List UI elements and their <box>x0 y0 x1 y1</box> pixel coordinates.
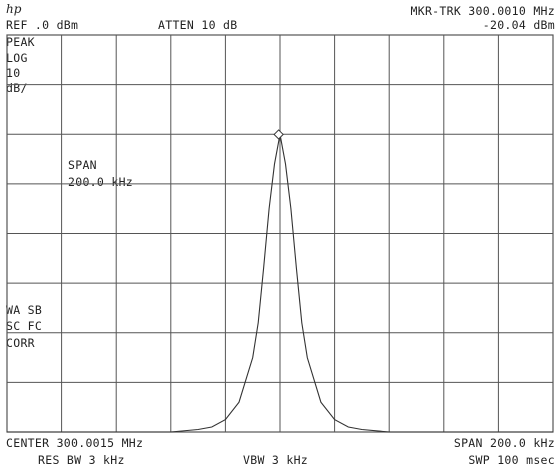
status-corr: CORR <box>6 336 35 350</box>
attenuation-readout: ATTEN 10 dB <box>158 18 238 32</box>
ref-level-readout: REF .0 dBm <box>6 18 79 32</box>
span-readout: SPAN 200.0 kHz <box>453 436 555 450</box>
span-annotation-label: SPAN <box>68 158 97 172</box>
vbw-readout: VBW 3 kHz <box>243 453 309 467</box>
scale-value: 10 <box>6 66 21 80</box>
center-frequency-readout: CENTER 300.0015 MHz <box>6 436 144 450</box>
scale-type: LOG <box>6 51 28 65</box>
graticule <box>6 34 554 433</box>
marker-frequency-readout: MKR-TRK 300.0010 MHz <box>410 4 555 18</box>
marker-level-readout: -20.04 dBm <box>482 18 555 32</box>
status-wa-sb: WA SB <box>6 303 43 317</box>
marker-diamond <box>273 129 284 140</box>
marker-point <box>273 129 284 140</box>
status-sc-fc: SC FC <box>6 319 43 333</box>
sweep-time-readout: SWP 100 msec <box>468 453 555 467</box>
res-bw-readout: RES BW 3 kHz <box>38 453 125 467</box>
hp-logo: hp <box>6 2 22 16</box>
detector-mode: PEAK <box>6 35 35 49</box>
